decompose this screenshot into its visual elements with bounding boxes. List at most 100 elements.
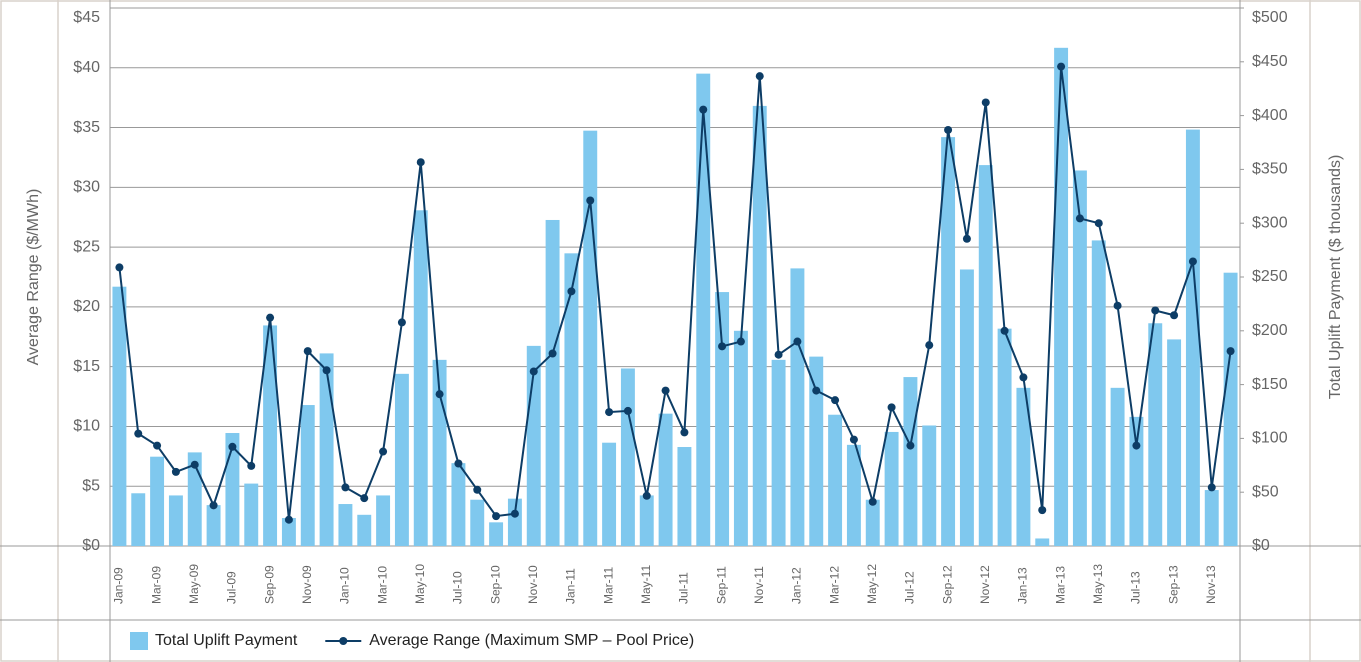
line-point	[1000, 326, 1009, 335]
line-point	[1113, 301, 1122, 310]
line-point	[962, 234, 971, 243]
bar	[941, 137, 956, 546]
line-point	[303, 347, 312, 356]
y2-tick-label: $350	[1252, 161, 1288, 178]
bar	[263, 325, 278, 546]
line-point	[1057, 62, 1066, 71]
line-point	[831, 396, 840, 405]
x-tick-label: Mar-11	[601, 567, 615, 604]
bar	[696, 73, 711, 547]
x-tick-label: Mar-09	[149, 566, 163, 604]
bar	[620, 368, 635, 546]
legend-label: Average Range (Maximum SMP – Pool Price)	[369, 632, 694, 649]
line-point	[322, 366, 331, 375]
y-axis-title: Average Range ($/MWh)	[25, 189, 42, 366]
line-point	[1038, 506, 1047, 515]
y-tick-label: $15	[73, 358, 100, 375]
line-point	[360, 494, 369, 503]
line-point	[153, 441, 162, 450]
y2-tick-label: $100	[1252, 430, 1288, 447]
x-tick-label: Mar-10	[375, 566, 389, 604]
bar	[884, 431, 899, 546]
bar	[715, 292, 730, 546]
bar	[1091, 240, 1106, 546]
bar	[1054, 47, 1069, 546]
line-point	[849, 435, 858, 444]
y2-tick-label: $150	[1252, 376, 1288, 393]
x-tick-label: Jul-09	[225, 571, 239, 604]
line-point	[718, 342, 727, 351]
line-point	[944, 125, 953, 134]
line-point	[171, 467, 180, 476]
line-point	[529, 367, 538, 376]
line-point	[925, 341, 934, 350]
bar	[413, 210, 428, 546]
bar	[1148, 323, 1163, 546]
bar	[639, 495, 654, 546]
line-point	[736, 337, 745, 346]
line-point	[887, 403, 896, 412]
x-tick-label: Nov-10	[526, 565, 540, 604]
line-point	[190, 460, 199, 469]
x-tick-label: Jan-09	[112, 567, 126, 604]
line-point	[548, 349, 557, 358]
line-point	[1075, 214, 1084, 223]
bar	[564, 253, 579, 546]
bar	[131, 493, 146, 546]
bar	[300, 405, 315, 546]
line-point	[435, 390, 444, 399]
line-point	[699, 105, 708, 114]
bar	[658, 413, 673, 546]
line-point	[397, 318, 406, 327]
bar	[168, 495, 183, 546]
line-point	[284, 515, 293, 524]
x-tick-label: Sep-13	[1166, 565, 1180, 604]
bar	[1035, 538, 1050, 546]
line-point	[1151, 306, 1160, 315]
legend-label: Total Uplift Payment	[155, 632, 298, 649]
bar	[1223, 272, 1238, 546]
line-point	[812, 386, 821, 395]
line-point	[868, 497, 877, 506]
bar	[790, 268, 805, 546]
x-tick-label: May-10	[413, 564, 427, 604]
y-tick-label: $0	[82, 537, 100, 554]
y-tick-label: $30	[73, 179, 100, 196]
x-tick-label: Jan-13	[1016, 567, 1030, 604]
bar	[319, 353, 334, 546]
line-point	[134, 429, 143, 438]
y-tick-label: $35	[73, 119, 100, 136]
line-point	[755, 72, 764, 81]
line-point	[906, 441, 915, 450]
x-tick-label: Sep-12	[940, 565, 954, 604]
line-point	[981, 98, 990, 107]
bar	[338, 504, 353, 546]
legend-swatch	[130, 632, 148, 650]
bar	[959, 269, 974, 546]
bar	[922, 425, 937, 546]
bar	[1072, 170, 1087, 546]
y2-tick-label: $400	[1252, 107, 1288, 124]
line-point	[623, 406, 632, 415]
line-point	[341, 483, 350, 492]
line-point	[247, 461, 256, 470]
line-point	[416, 158, 425, 167]
x-tick-label: Jan-12	[790, 567, 804, 604]
bar	[583, 130, 598, 546]
line-point	[642, 491, 651, 500]
bar	[357, 514, 372, 546]
bar	[470, 499, 485, 546]
y-tick-label: $5	[82, 477, 100, 494]
bar	[394, 373, 409, 546]
line-point	[605, 408, 614, 417]
line-point	[228, 442, 237, 451]
x-tick-label: May-09	[187, 564, 201, 604]
y2-tick-label: $200	[1252, 322, 1288, 339]
x-tick-label: Jan-11	[564, 568, 578, 604]
bar	[545, 219, 560, 547]
x-tick-label: Nov-13	[1204, 565, 1218, 604]
line-point	[492, 512, 501, 521]
bar	[865, 499, 880, 546]
bar	[225, 433, 240, 546]
